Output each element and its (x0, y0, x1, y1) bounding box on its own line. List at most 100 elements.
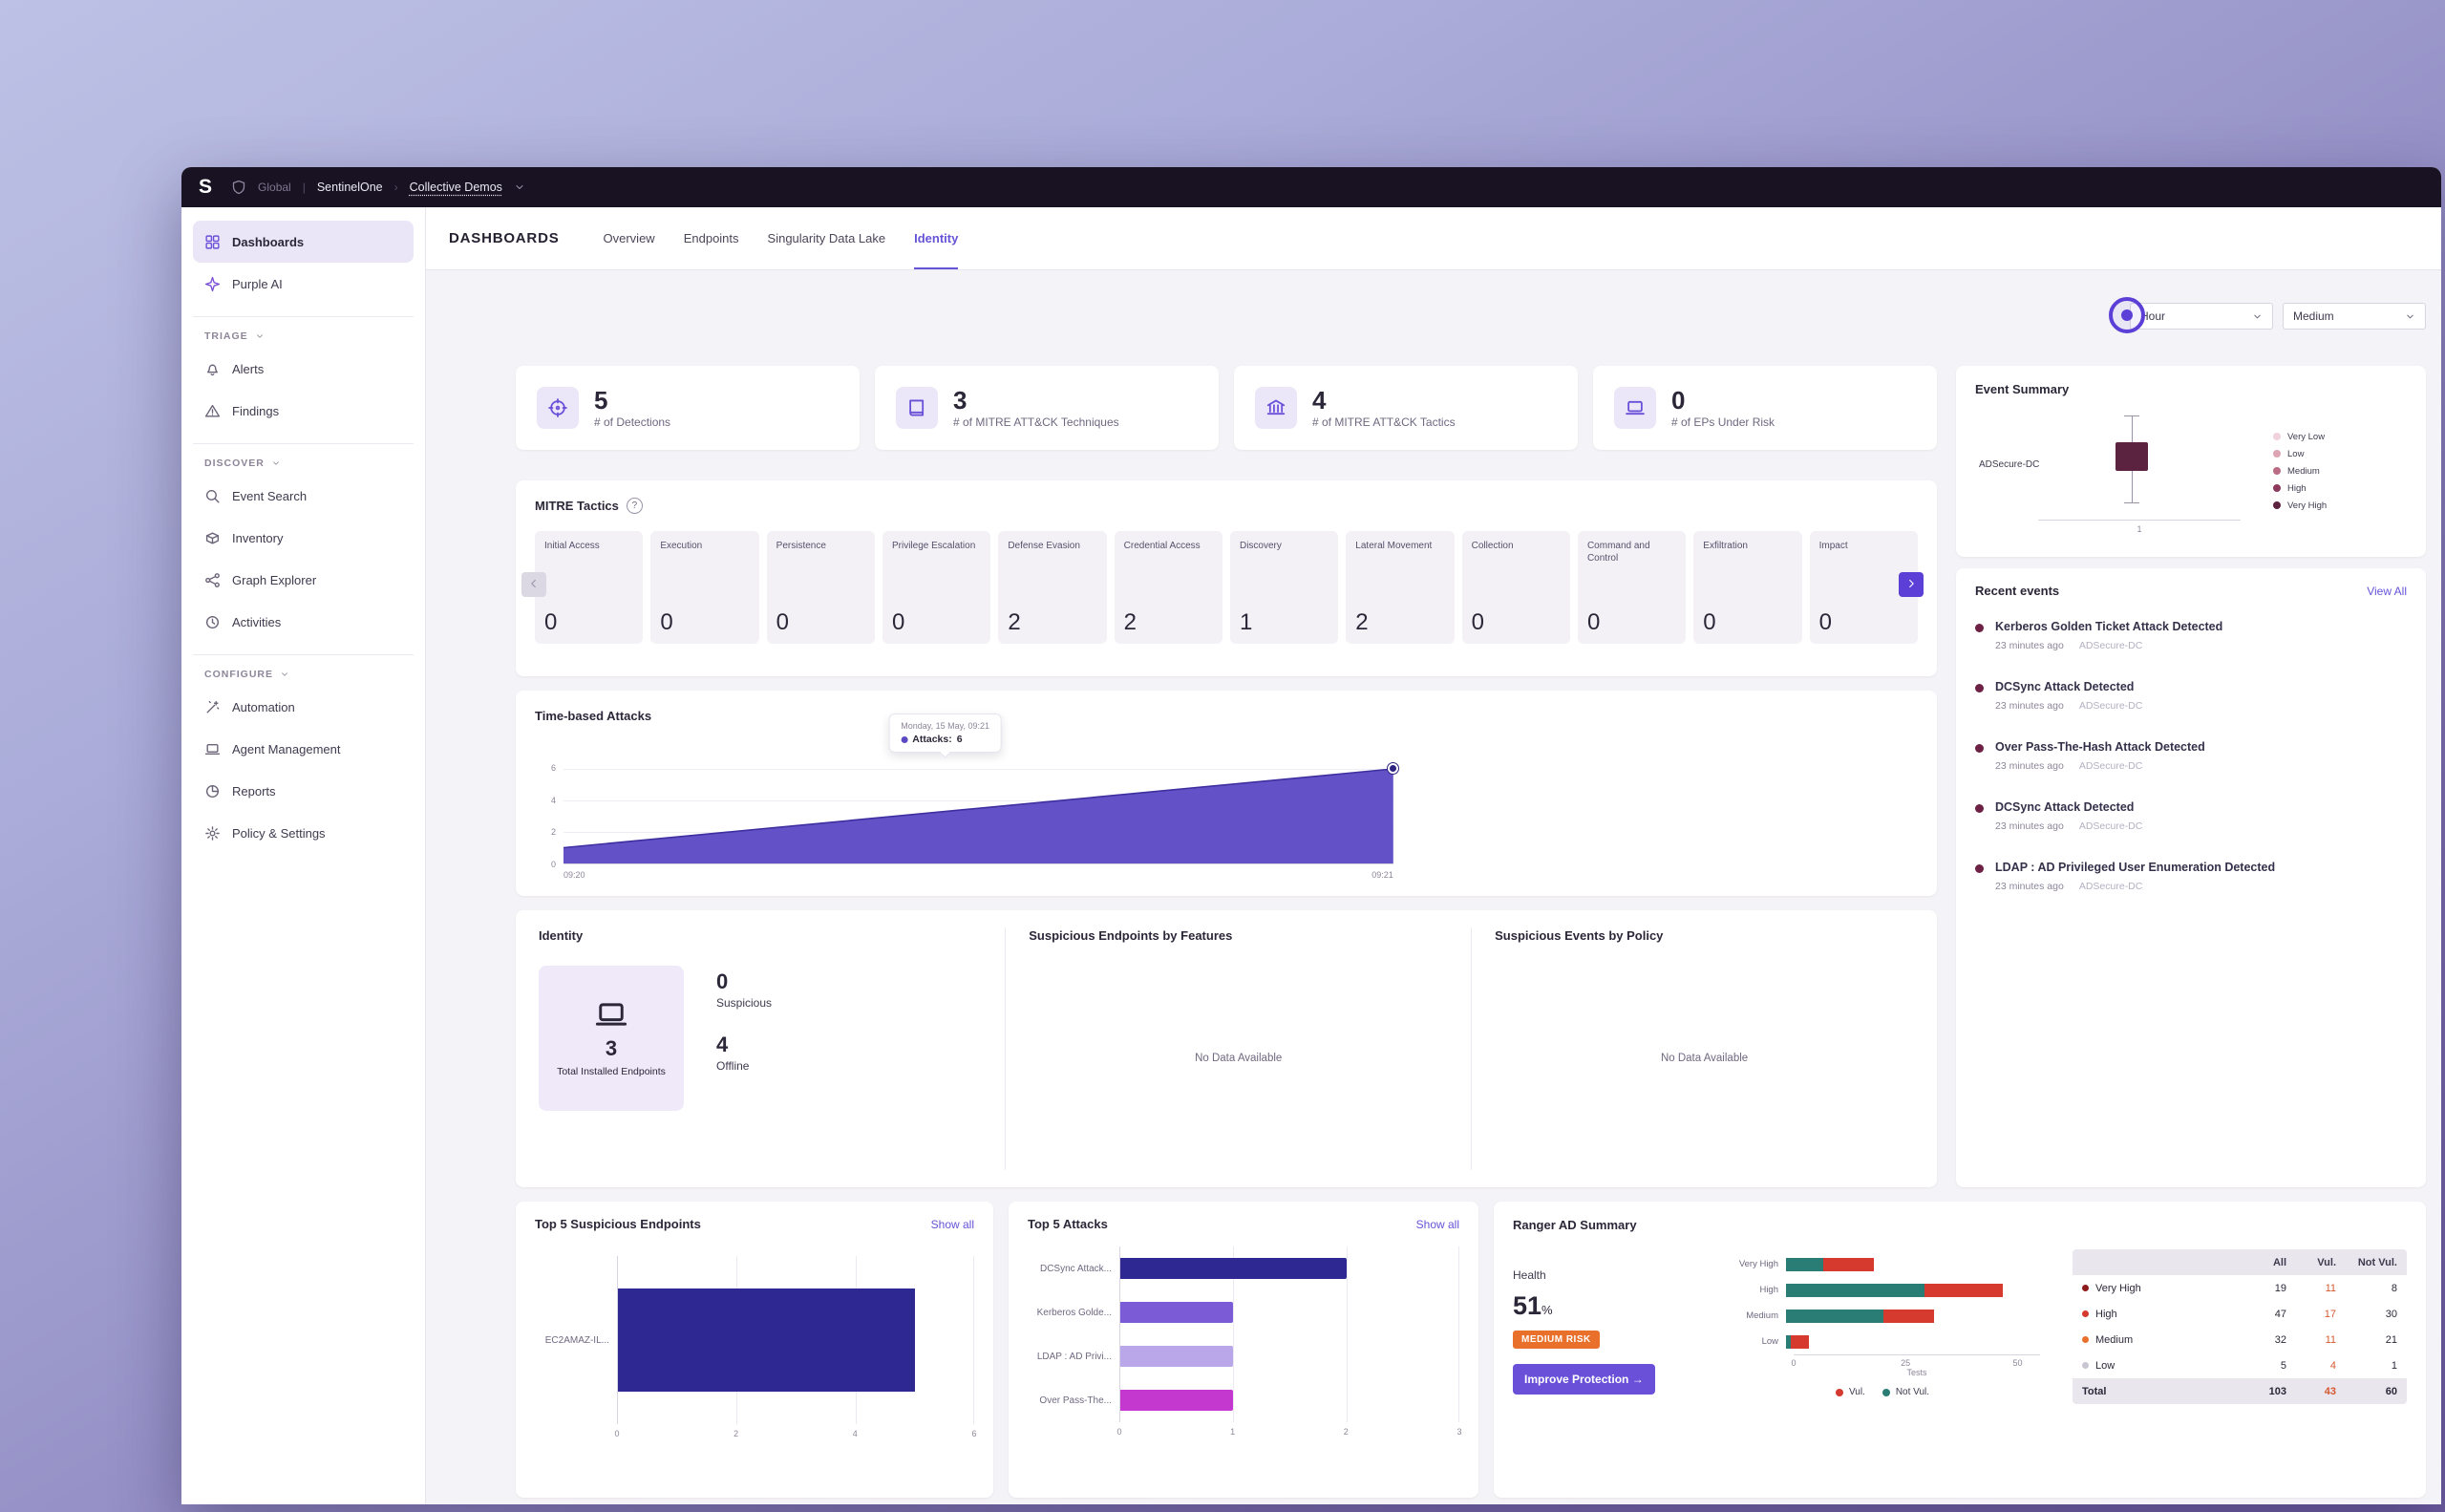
tab-overview[interactable]: Overview (603, 231, 655, 245)
top-attacks-card: Top 5 Attacks Show all DCSync Attack... … (1009, 1202, 1478, 1498)
section-title: DISCOVER (204, 458, 265, 469)
event-summary-card: Event Summary ADSecure-DC (1956, 366, 2426, 557)
section-title: TRIAGE (204, 330, 248, 342)
sidebar-item-reports[interactable]: Reports (193, 770, 414, 812)
cell: 8 (2391, 1282, 2397, 1294)
sidebar-section-discover[interactable]: DISCOVER (193, 443, 414, 475)
stat-value: 0 (1671, 385, 1686, 415)
show-all-link[interactable]: Show all (930, 1217, 974, 1231)
time-range-select[interactable]: Hour (2130, 303, 2273, 330)
recent-event-item[interactable]: LDAP : AD Privileged User Enumeration De… (1975, 846, 2407, 906)
x-axis: 1 (2038, 520, 2241, 534)
tactic-count: 1 (1239, 609, 1253, 635)
event-title: Kerberos Golden Ticket Attack Detected (1995, 620, 2223, 633)
warning-icon (204, 403, 221, 419)
severity-select[interactable]: Medium (2283, 303, 2426, 330)
attacks-bar-chart: DCSync Attack... Kerberos Golde... LDAP … (1028, 1246, 1460, 1422)
sidebar-item-findings[interactable]: Findings (193, 390, 414, 432)
shield-icon (231, 180, 246, 195)
cell: 103 (2268, 1385, 2286, 1397)
site-selector[interactable]: Collective Demos (409, 181, 502, 194)
book-icon (896, 387, 938, 429)
view-all-link[interactable]: View All (2367, 584, 2407, 598)
row-label: Medium (2095, 1333, 2134, 1346)
mitre-tactics-tiles: Initial Access 0 Execution 0 Persistence 0 … (535, 531, 1918, 644)
event-asset: ADSecure-DC (2078, 881, 2143, 892)
laptop-icon (1614, 387, 1656, 429)
sidebar-item-graph-explorer[interactable]: Graph Explorer (193, 559, 414, 601)
sidebar-item-automation[interactable]: Automation (193, 686, 414, 728)
severity-dot (1975, 744, 1984, 753)
top-suspicious-endpoints-card: Top 5 Suspicious Endpoints Show all EC2A… (516, 1202, 993, 1498)
legend-label: Medium (2287, 465, 2320, 477)
separator: › (393, 181, 398, 194)
mitre-tile-lateral-movement: Lateral Movement 2 (1346, 531, 1455, 644)
chart-legend: Vul. Not Vul. (1725, 1387, 2040, 1397)
sidebar-item-inventory[interactable]: Inventory (193, 517, 414, 559)
tactic-count: 2 (1008, 609, 1021, 635)
severity-legend: Very Low Low Medium High Very High (2273, 406, 2407, 536)
tab-singularity-data-lake[interactable]: Singularity Data Lake (767, 231, 886, 245)
identity-section: Identity 3 Total Installed Endpoints (516, 927, 1005, 1170)
event-time: 23 minutes ago (1995, 640, 2064, 651)
sidebar-item-alerts[interactable]: Alerts (193, 348, 414, 390)
mitre-tile-exfiltration: Exfiltration 0 (1693, 531, 1802, 644)
improve-protection-button[interactable]: Improve Protection → (1513, 1364, 1655, 1395)
column-header: All (2272, 1256, 2286, 1268)
bar (1120, 1390, 1234, 1411)
time-range-value: Hour (2140, 309, 2166, 323)
row-label: Total (2082, 1385, 2107, 1397)
not-vul-segment (1786, 1283, 1925, 1297)
recent-event-item[interactable]: Over Pass-The-Hash Attack Detected 23 mi… (1975, 726, 2407, 786)
vul-segment (1822, 1257, 1874, 1271)
sidebar-section-triage[interactable]: TRIAGE (193, 316, 414, 348)
clock-icon (204, 614, 221, 630)
table-row: Very High 19 11 8 (2073, 1275, 2407, 1301)
stat-label: Suspicious (716, 996, 773, 1010)
sidebar-item-label: Policy & Settings (232, 825, 326, 841)
chevron-down-icon (271, 458, 281, 468)
recent-events-list: Kerberos Golden Ticket Attack Detected 2… (1975, 606, 2407, 906)
tab-endpoints[interactable]: Endpoints (683, 231, 739, 245)
stat-value: 3 (953, 385, 967, 415)
chevron-down-icon[interactable] (514, 181, 525, 193)
sidebar-item-activities[interactable]: Activities (193, 601, 414, 643)
event-asset: ADSecure-DC (2078, 760, 2143, 772)
severity-value: Medium (2293, 309, 2334, 323)
sidebar-section-configure[interactable]: CONFIGURE (193, 654, 414, 686)
recent-event-item[interactable]: Kerberos Golden Ticket Attack Detected 2… (1975, 606, 2407, 666)
stat-value: 4 (1312, 385, 1327, 415)
suspicious-events-section: Suspicious Events by Policy No Data Avai… (1471, 927, 1937, 1170)
tab-identity[interactable]: Identity (914, 207, 959, 269)
chevron-right-icon (1904, 577, 1918, 593)
event-title: DCSync Attack Detected (1995, 800, 2135, 814)
scroll-right-button[interactable] (1899, 572, 1924, 597)
sidebar-item-event-search[interactable]: Event Search (193, 475, 414, 517)
pie-icon (204, 783, 221, 799)
cell: 30 (2385, 1308, 2397, 1320)
sidebar-item-policy-settings[interactable]: Policy & Settings (193, 812, 414, 854)
tactic-count: 0 (776, 609, 790, 635)
legend-item: Very High (2273, 500, 2407, 511)
sidebar-item-purple-ai[interactable]: Purple AI (193, 263, 414, 305)
severity-dot (1975, 804, 1984, 813)
recent-event-item[interactable]: DCSync Attack Detected 23 minutes ago ADS… (1975, 786, 2407, 846)
sidebar-item-agent-management[interactable]: Agent Management (193, 728, 414, 770)
org-breadcrumb[interactable]: SentinelOne (316, 181, 383, 194)
scroll-left-button[interactable] (521, 572, 546, 597)
card-title: Top 5 Attacks (1028, 1217, 1108, 1231)
legend-label: Very Low (2287, 431, 2326, 442)
event-asset: ADSecure-DC (2078, 700, 2143, 712)
recent-event-item[interactable]: DCSync Attack Detected 23 minutes ago ADS… (1975, 666, 2407, 726)
chart-tooltip: Monday, 15 May, 09:21 Attacks: 6 (888, 713, 1003, 758)
sidebar-item-dashboards[interactable]: Dashboards (193, 221, 414, 263)
cell: 11 (2325, 1282, 2336, 1294)
stat-label: # of Detections (594, 415, 671, 430)
total-installed-endpoints-tile: 3 Total Installed Endpoints (539, 966, 684, 1111)
stat-value: 4 (716, 1033, 729, 1056)
show-all-link[interactable]: Show all (1415, 1217, 1459, 1231)
ranger-stacked-bar-chart: Very High High Medium Low 0 25 50 (1725, 1247, 2040, 1404)
bar-category-label: Low (1761, 1336, 1778, 1347)
help-icon[interactable]: ? (626, 498, 643, 514)
bar-category-label: EC2AMAZ-IL... (544, 1334, 609, 1346)
